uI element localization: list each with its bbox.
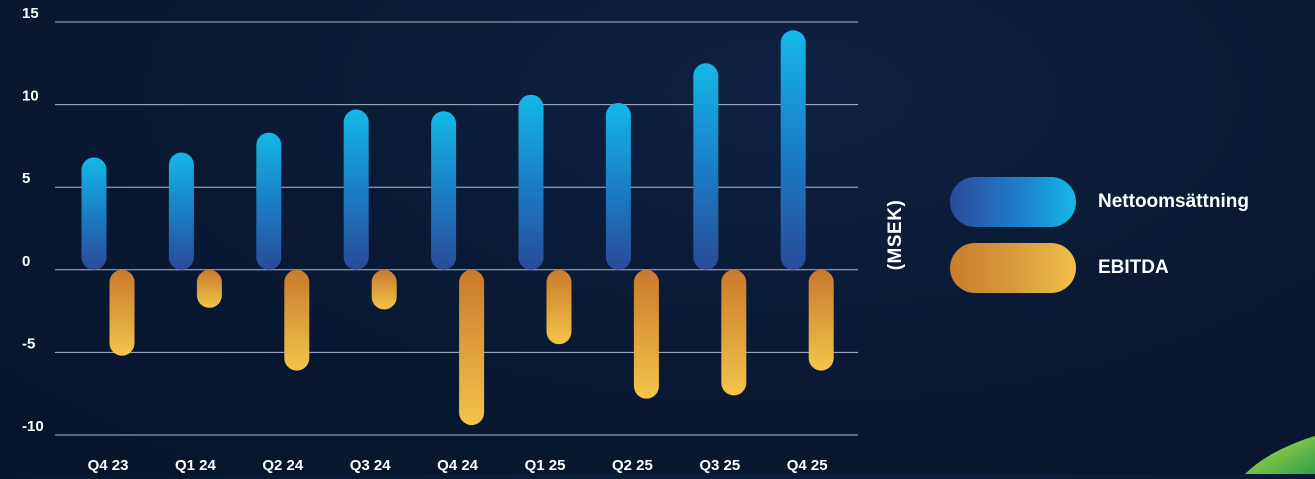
y-tick-label: 0: [22, 253, 30, 270]
bar-ebitda: [546, 269, 572, 345]
legend: Nettoomsättning EBITDA: [890, 170, 1310, 300]
x-tick-label: Q4 25: [787, 457, 828, 474]
bar-ebitda: [371, 269, 397, 310]
y-tick-label: 10: [22, 88, 39, 105]
x-tick-label: Q4 23: [88, 457, 129, 474]
x-tick-label: Q3 24: [350, 457, 392, 474]
x-tick-label: Q2 25: [612, 457, 653, 474]
x-tick-label: Q1 25: [525, 457, 566, 474]
legend-label-nettoomsattning: Nettoomsättning: [1098, 191, 1249, 212]
bar-ebitda: [196, 269, 222, 308]
y-tick-label: 15: [22, 5, 39, 22]
bar-nettoomsattning: [780, 30, 806, 270]
bar-nettoomsattning: [256, 132, 282, 270]
x-tick-label: Q3 25: [699, 457, 740, 474]
bar-nettoomsattning: [605, 102, 631, 270]
bar-ebitda: [808, 269, 834, 371]
legend-label-ebitda: EBITDA: [1098, 257, 1169, 278]
bar-ebitda: [721, 269, 747, 396]
y-tick-label: 5: [22, 170, 30, 187]
unit-label: (MSEK): [885, 199, 906, 271]
bar-ebitda: [109, 269, 135, 356]
x-tick-label: Q2 24: [262, 457, 304, 474]
bar-ebitda: [633, 269, 659, 399]
y-tick-label: -5: [22, 335, 35, 352]
bar-nettoomsattning: [693, 63, 719, 270]
bar-ebitda: [459, 269, 485, 426]
legend-item-ebitda: EBITDA: [950, 243, 1169, 293]
bar-nettoomsattning: [81, 157, 107, 270]
bar-nettoomsattning: [343, 109, 369, 270]
bar-nettoomsattning: [168, 152, 194, 270]
x-tick-label: Q1 24: [175, 457, 217, 474]
y-tick-label: -10: [22, 418, 44, 435]
legend-item-nettoomsattning: Nettoomsättning: [950, 177, 1249, 227]
x-tick-label: Q4 24: [437, 457, 479, 474]
decorative-swoosh: [1225, 434, 1315, 474]
legend-swatch-nettoomsattning: [950, 177, 1076, 227]
bar-nettoomsattning: [431, 111, 457, 270]
bar-nettoomsattning: [518, 94, 544, 270]
bar-ebitda: [284, 269, 310, 371]
legend-swatch-ebitda: [950, 243, 1076, 293]
